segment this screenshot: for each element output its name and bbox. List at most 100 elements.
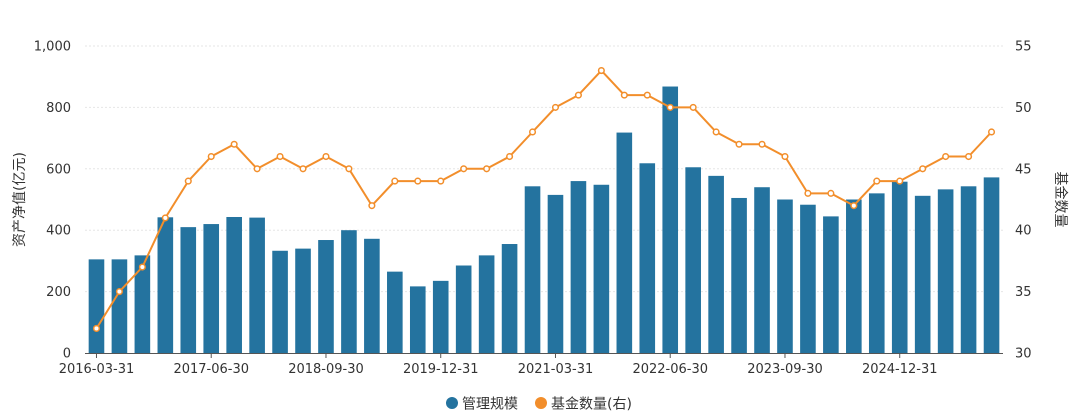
- line-point[interactable]: [827, 189, 835, 197]
- bar[interactable]: [318, 240, 334, 353]
- line-point[interactable]: [345, 165, 353, 173]
- bar[interactable]: [111, 259, 128, 353]
- line-point[interactable]: [689, 103, 697, 111]
- series-line: [95, 69, 993, 329]
- x-tick-label: 2018-09-30: [288, 362, 364, 377]
- line-point[interactable]: [597, 67, 605, 75]
- bar[interactable]: [708, 175, 724, 353]
- line-point[interactable]: [138, 263, 146, 271]
- bar[interactable]: [272, 250, 288, 353]
- bar[interactable]: [960, 186, 977, 353]
- line-point[interactable]: [620, 91, 628, 99]
- bar[interactable]: [203, 224, 220, 353]
- y-left-axis-title: 资产净值(亿元): [12, 152, 28, 247]
- line-point[interactable]: [873, 177, 881, 185]
- line-point[interactable]: [574, 91, 582, 99]
- bar[interactable]: [341, 230, 357, 353]
- line-point[interactable]: [161, 214, 169, 222]
- bar[interactable]: [662, 86, 679, 354]
- bar[interactable]: [364, 238, 380, 353]
- bar[interactable]: [937, 189, 954, 353]
- grid-lines: [85, 45, 1003, 293]
- line-point[interactable]: [528, 128, 537, 136]
- line-point[interactable]: [735, 140, 743, 148]
- bar[interactable]: [295, 248, 311, 353]
- line-point[interactable]: [643, 91, 651, 99]
- bar[interactable]: [868, 193, 885, 353]
- bar[interactable]: [891, 181, 908, 353]
- bar[interactable]: [432, 280, 449, 353]
- bar[interactable]: [685, 167, 701, 353]
- line-point[interactable]: [758, 140, 766, 148]
- bar[interactable]: [639, 163, 656, 353]
- line-point[interactable]: [414, 177, 422, 185]
- bar[interactable]: [134, 255, 151, 353]
- bar[interactable]: [455, 265, 472, 353]
- bar[interactable]: [524, 186, 541, 353]
- bar[interactable]: [777, 199, 793, 354]
- line-point[interactable]: [896, 177, 904, 185]
- x-tick-label: 2022-06-30: [632, 362, 708, 377]
- bar[interactable]: [823, 216, 839, 353]
- line-point[interactable]: [965, 152, 973, 161]
- line-point[interactable]: [919, 165, 927, 173]
- line-point[interactable]: [942, 152, 950, 161]
- legend-marker-line[interactable]: [535, 397, 547, 409]
- bar[interactable]: [409, 286, 426, 353]
- bar[interactable]: [593, 184, 610, 353]
- bar[interactable]: [800, 204, 816, 353]
- line-point[interactable]: [207, 152, 215, 161]
- bar[interactable]: [570, 181, 587, 353]
- bar[interactable]: [547, 194, 564, 353]
- bar[interactable]: [180, 227, 197, 353]
- line-point[interactable]: [115, 288, 123, 296]
- y-right-tick-label: 45: [1015, 162, 1032, 177]
- line-point[interactable]: [506, 152, 514, 161]
- line-point[interactable]: [437, 177, 445, 185]
- line-point[interactable]: [230, 140, 238, 148]
- legend-label-bar[interactable]: 管理规模: [462, 397, 518, 413]
- line-point[interactable]: [391, 177, 399, 185]
- bar[interactable]: [478, 255, 495, 353]
- legend[interactable]: 管理规模 基金数量(右): [446, 396, 632, 413]
- bar[interactable]: [501, 244, 518, 353]
- bar[interactable]: [846, 199, 862, 354]
- line-point[interactable]: [460, 165, 468, 173]
- bar[interactable]: [983, 177, 1000, 353]
- axes: 0 200 400 600 800 1,000 30 35 40 45 50 55 2016-03-31…: [34, 40, 1032, 378]
- bar[interactable]: [88, 259, 105, 353]
- y-left-tick-label: 800: [46, 101, 71, 116]
- line-point[interactable]: [483, 165, 491, 173]
- line-point[interactable]: [92, 324, 101, 332]
- y-left-tick-label: 600: [46, 162, 71, 177]
- line-point[interactable]: [368, 202, 376, 210]
- line-point[interactable]: [184, 177, 192, 185]
- bar[interactable]: [226, 216, 242, 353]
- line-point[interactable]: [712, 128, 720, 136]
- bar[interactable]: [387, 271, 403, 353]
- line-point[interactable]: [322, 152, 330, 161]
- bar[interactable]: [157, 217, 174, 353]
- line-point[interactable]: [987, 128, 996, 136]
- bar[interactable]: [914, 195, 931, 353]
- bar[interactable]: [249, 217, 265, 353]
- x-tick-label: 2021-03-31: [518, 362, 594, 377]
- y-right-tick-label: 50: [1015, 101, 1032, 116]
- bar[interactable]: [616, 132, 633, 353]
- line-point[interactable]: [666, 103, 674, 111]
- y-right-tick-label: 40: [1015, 224, 1032, 239]
- line-point[interactable]: [804, 189, 812, 197]
- bar[interactable]: [754, 187, 770, 353]
- x-tick-label: 2017-06-30: [173, 362, 249, 377]
- line-point[interactable]: [299, 165, 307, 173]
- line-point[interactable]: [781, 152, 789, 161]
- legend-label-line[interactable]: 基金数量(右): [551, 396, 632, 413]
- line-point[interactable]: [850, 202, 858, 210]
- line-point[interactable]: [276, 152, 284, 161]
- line-point[interactable]: [253, 165, 261, 173]
- bar[interactable]: [731, 197, 747, 353]
- legend-marker-bar[interactable]: [446, 397, 458, 409]
- line-point[interactable]: [551, 103, 560, 111]
